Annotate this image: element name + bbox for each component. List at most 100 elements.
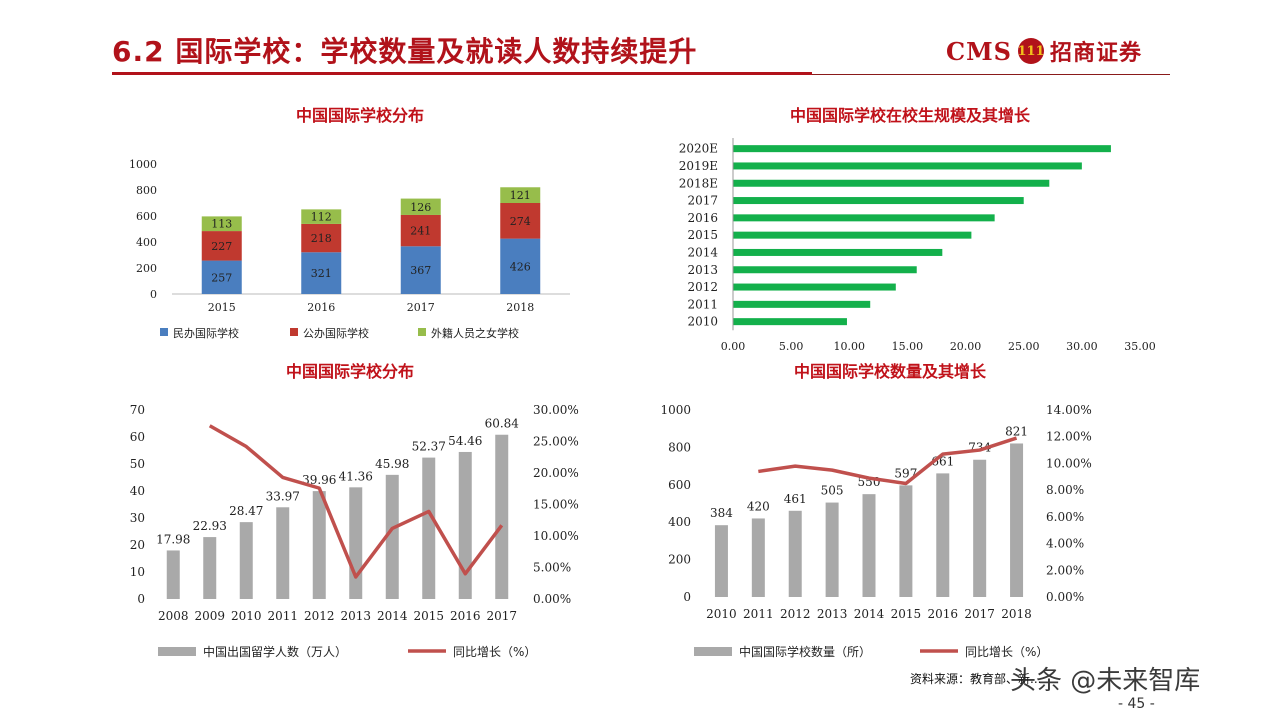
chart1-bar-0-0 (201, 260, 242, 294)
chart3-y2tick-1: 5.00% (533, 561, 571, 575)
chart1-ytick-0: 0 (150, 288, 157, 301)
chart4-growth-line (758, 436, 1018, 486)
chart2-bar-2 (733, 179, 1050, 187)
chart3-bar-2 (239, 522, 253, 599)
logo-cms-text: CMS (946, 36, 1012, 66)
chart4-label-2: 461 (784, 492, 807, 506)
chart2-ytick-6: 2014 (687, 245, 718, 259)
chart4-label-0: 384 (710, 506, 733, 520)
chart4-bar-0 (714, 525, 728, 597)
chart1-bar-1-2 (400, 214, 441, 247)
chart3-bar-7 (422, 457, 436, 599)
chart4-label-8: 821 (1005, 424, 1028, 438)
chart1-legend-swatch-0 (160, 328, 168, 336)
chart3-ytick-0: 0 (137, 592, 145, 606)
chart4-xtick-5: 2015 (891, 607, 922, 621)
page-title: 6.2 国际学校：学校数量及就读人数持续提升 (112, 35, 698, 68)
chart4-xtick-8: 2018 (1001, 607, 1032, 621)
chart1-ytick-3: 600 (136, 210, 157, 223)
chart1-bar-2-2 (400, 198, 441, 215)
chart2-bar-7 (733, 266, 917, 274)
chart1-ytick-1: 200 (136, 262, 157, 275)
chart4-y2tick-0: 0.00% (1046, 590, 1084, 604)
chart3-growth-line (208, 424, 504, 579)
chart2-ytick-2: 2018E (679, 176, 718, 190)
chart3-ytick-3: 30 (130, 511, 145, 525)
chart3-ytick-1: 10 (130, 565, 145, 579)
chart3-label-4: 39.96 (302, 473, 336, 487)
chart4-y2tick-3: 6.00% (1046, 510, 1084, 524)
chart2-bar-0 (733, 145, 1111, 153)
chart2-xtick-6: 30.00 (1066, 340, 1098, 353)
chart2-ytick-5: 2015 (687, 228, 718, 242)
chart3-y2tick-0: 0.00% (533, 592, 571, 606)
chart4-bar-3 (825, 502, 839, 597)
chart1-ytick-4: 800 (136, 184, 157, 197)
chart1-label-2-2: 126 (410, 201, 431, 214)
chart3-xtick-5: 2013 (340, 609, 371, 623)
chart3-xtick-0: 2008 (158, 609, 189, 623)
chart1-ytick-2: 400 (136, 236, 157, 249)
chart3-bar-6 (385, 474, 399, 599)
chart3-bar-8 (458, 451, 472, 599)
chart2-xtick-5: 25.00 (1008, 340, 1040, 353)
chart4-label-3: 505 (821, 484, 844, 498)
chart4-bar-1 (751, 518, 765, 597)
chart1-legend-label-0: 民办国际学校 (173, 326, 239, 340)
chart1-label-1-0: 227 (211, 240, 232, 253)
chart1-bar-0-1 (301, 252, 342, 294)
chart2-bar-4 (733, 214, 995, 222)
logo-cn-text: 招商证券 (1050, 41, 1143, 66)
chart4-bar-8 (1010, 443, 1024, 597)
chart2-bar-8 (733, 283, 896, 291)
chart1-bar-0-3 (500, 238, 541, 294)
chart3-y2tick-5: 25.00% (533, 435, 579, 449)
chart3-bar-9 (495, 434, 509, 599)
chart4-y2tick-7: 14.00% (1046, 403, 1092, 417)
chart2-ytick-1: 2019E (679, 159, 718, 173)
chart4-bar-7 (973, 459, 987, 597)
watermark: 头条 @未来智库 (1010, 666, 1201, 696)
chart4-y2tick-4: 8.00% (1046, 483, 1084, 497)
chart3-label-8: 54.46 (448, 434, 482, 448)
title-rule (812, 74, 1170, 75)
chart4-ytick-5: 1000 (660, 403, 691, 417)
chart2-bar-6 (733, 248, 943, 256)
chart1-xtick-2: 2017 (407, 301, 435, 314)
chart4-y2tick-2: 4.00% (1046, 537, 1084, 551)
chart3-legend-swatch-0 (158, 647, 196, 656)
chart1-bar-1-1 (301, 223, 342, 253)
chart4-xtick-2: 2012 (780, 607, 811, 621)
chart1-xtick-0: 2015 (208, 301, 236, 314)
chart2-ytick-3: 2017 (687, 194, 718, 208)
chart1-label-1-3: 274 (510, 215, 531, 228)
chart4-xtick-4: 2014 (854, 607, 885, 621)
chart2-xtick-3: 15.00 (892, 340, 924, 353)
chart1-title: 中国国际学校分布 (295, 106, 424, 125)
chart4-bar-6 (936, 473, 950, 597)
chart3-legend-label-1: 同比增长（%） (453, 645, 536, 659)
chart3-bar-5 (349, 487, 363, 599)
chart1-label-1-1: 218 (311, 232, 332, 245)
chart3-xtick-3: 2011 (267, 609, 298, 623)
chart4-legend-label-1: 同比增长（%） (965, 645, 1048, 659)
chart4-bar-5 (899, 485, 913, 597)
chart2-xtick-0: 0.00 (721, 340, 746, 353)
chart4-label-1: 420 (747, 499, 770, 513)
logo-emblem-icon: 111 (1017, 38, 1045, 64)
chart3-ytick-4: 40 (130, 484, 145, 498)
chart4-xtick-0: 2010 (706, 607, 737, 621)
chart3-label-7: 52.37 (412, 440, 446, 454)
chart2-bar-10 (733, 318, 847, 326)
chart1-bar-2-0 (201, 216, 242, 232)
chart4-xtick-7: 2017 (964, 607, 995, 621)
title-underline (112, 72, 812, 75)
chart3-label-9: 60.84 (485, 417, 520, 431)
chart1-ytick-5: 1000 (129, 158, 157, 171)
chart3-xtick-7: 2015 (413, 609, 444, 623)
chart1-legend-label-2: 外籍人员之女学校 (431, 326, 519, 340)
chart3-ytick-2: 20 (130, 538, 145, 552)
chart4-y2tick-1: 2.00% (1046, 563, 1084, 577)
chart3-xtick-8: 2016 (450, 609, 481, 623)
chart3-xtick-2: 2010 (231, 609, 262, 623)
